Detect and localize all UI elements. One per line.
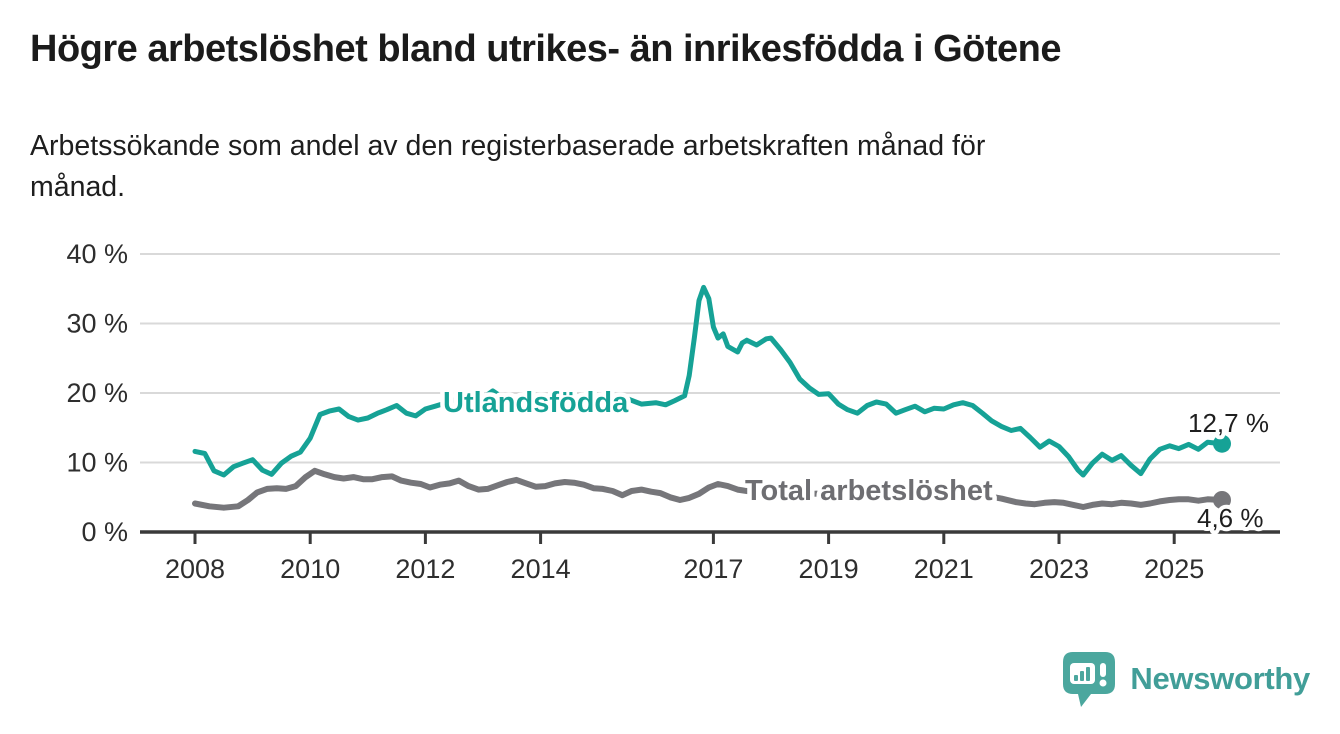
endpoint-dot-series-0	[1213, 434, 1231, 453]
series-label-total-arbetsloshet: Total arbetslöshet	[745, 475, 993, 507]
y-tick-label: 0 %	[81, 517, 128, 547]
x-tick-label: 2019	[799, 554, 859, 584]
newsworthy-logo: Newsworthy	[1061, 650, 1310, 708]
x-tick-label: 2017	[683, 554, 743, 584]
newsworthy-speech-bubble-chart-icon	[1063, 652, 1116, 707]
line-chart: 0 % 10 % 20 % 30 % 40 % 2008 2010 2012 2014 2017…	[66, 239, 1280, 584]
y-tick-label: 10 %	[66, 448, 128, 478]
x-axis: 2008 2010 2012 2014 2017 2019 2021 2023 2025	[140, 530, 1280, 584]
endpoint-dot-series-1	[1213, 491, 1231, 509]
y-tick-label: 30 %	[66, 309, 128, 339]
x-tick-label: 2023	[1029, 554, 1089, 584]
x-tick-label: 2008	[165, 554, 225, 584]
x-tick-label: 2010	[280, 554, 340, 584]
x-tick-label: 2014	[511, 554, 571, 584]
chart-canvas: 0 % 10 % 20 % 30 % 40 % 2008 2010 2012 2014 2017…	[66, 239, 1280, 584]
x-tick-label: 2025	[1144, 554, 1204, 584]
newsworthy-wordmark: Newsworthy	[1130, 661, 1310, 696]
series-lines	[192, 284, 1231, 511]
y-tick-label: 20 %	[66, 378, 128, 408]
subtitle-line-1: Arbetssökande som andel av den registerb…	[30, 130, 986, 162]
subtitle-line-2: månad.	[30, 171, 126, 203]
x-tick-label: 2021	[914, 554, 974, 584]
end-value-label-utlandsfodda: 12,7 %	[1188, 408, 1269, 438]
x-tick-label: 2012	[395, 554, 455, 584]
end-value-label-total-arbetsloshet: 4,6 %	[1197, 503, 1264, 533]
y-tick-label: 40 %	[66, 239, 128, 269]
series-label-utlandsfodda: Utlandsfödda	[443, 387, 629, 419]
line-series-1	[192, 467, 1225, 511]
chart-subtitle: Arbetssökande som andel av den registerb…	[30, 126, 985, 208]
line-series-0	[192, 284, 1225, 478]
page-title: Högre arbetslöshet bland utrikes- än inr…	[30, 28, 1062, 70]
